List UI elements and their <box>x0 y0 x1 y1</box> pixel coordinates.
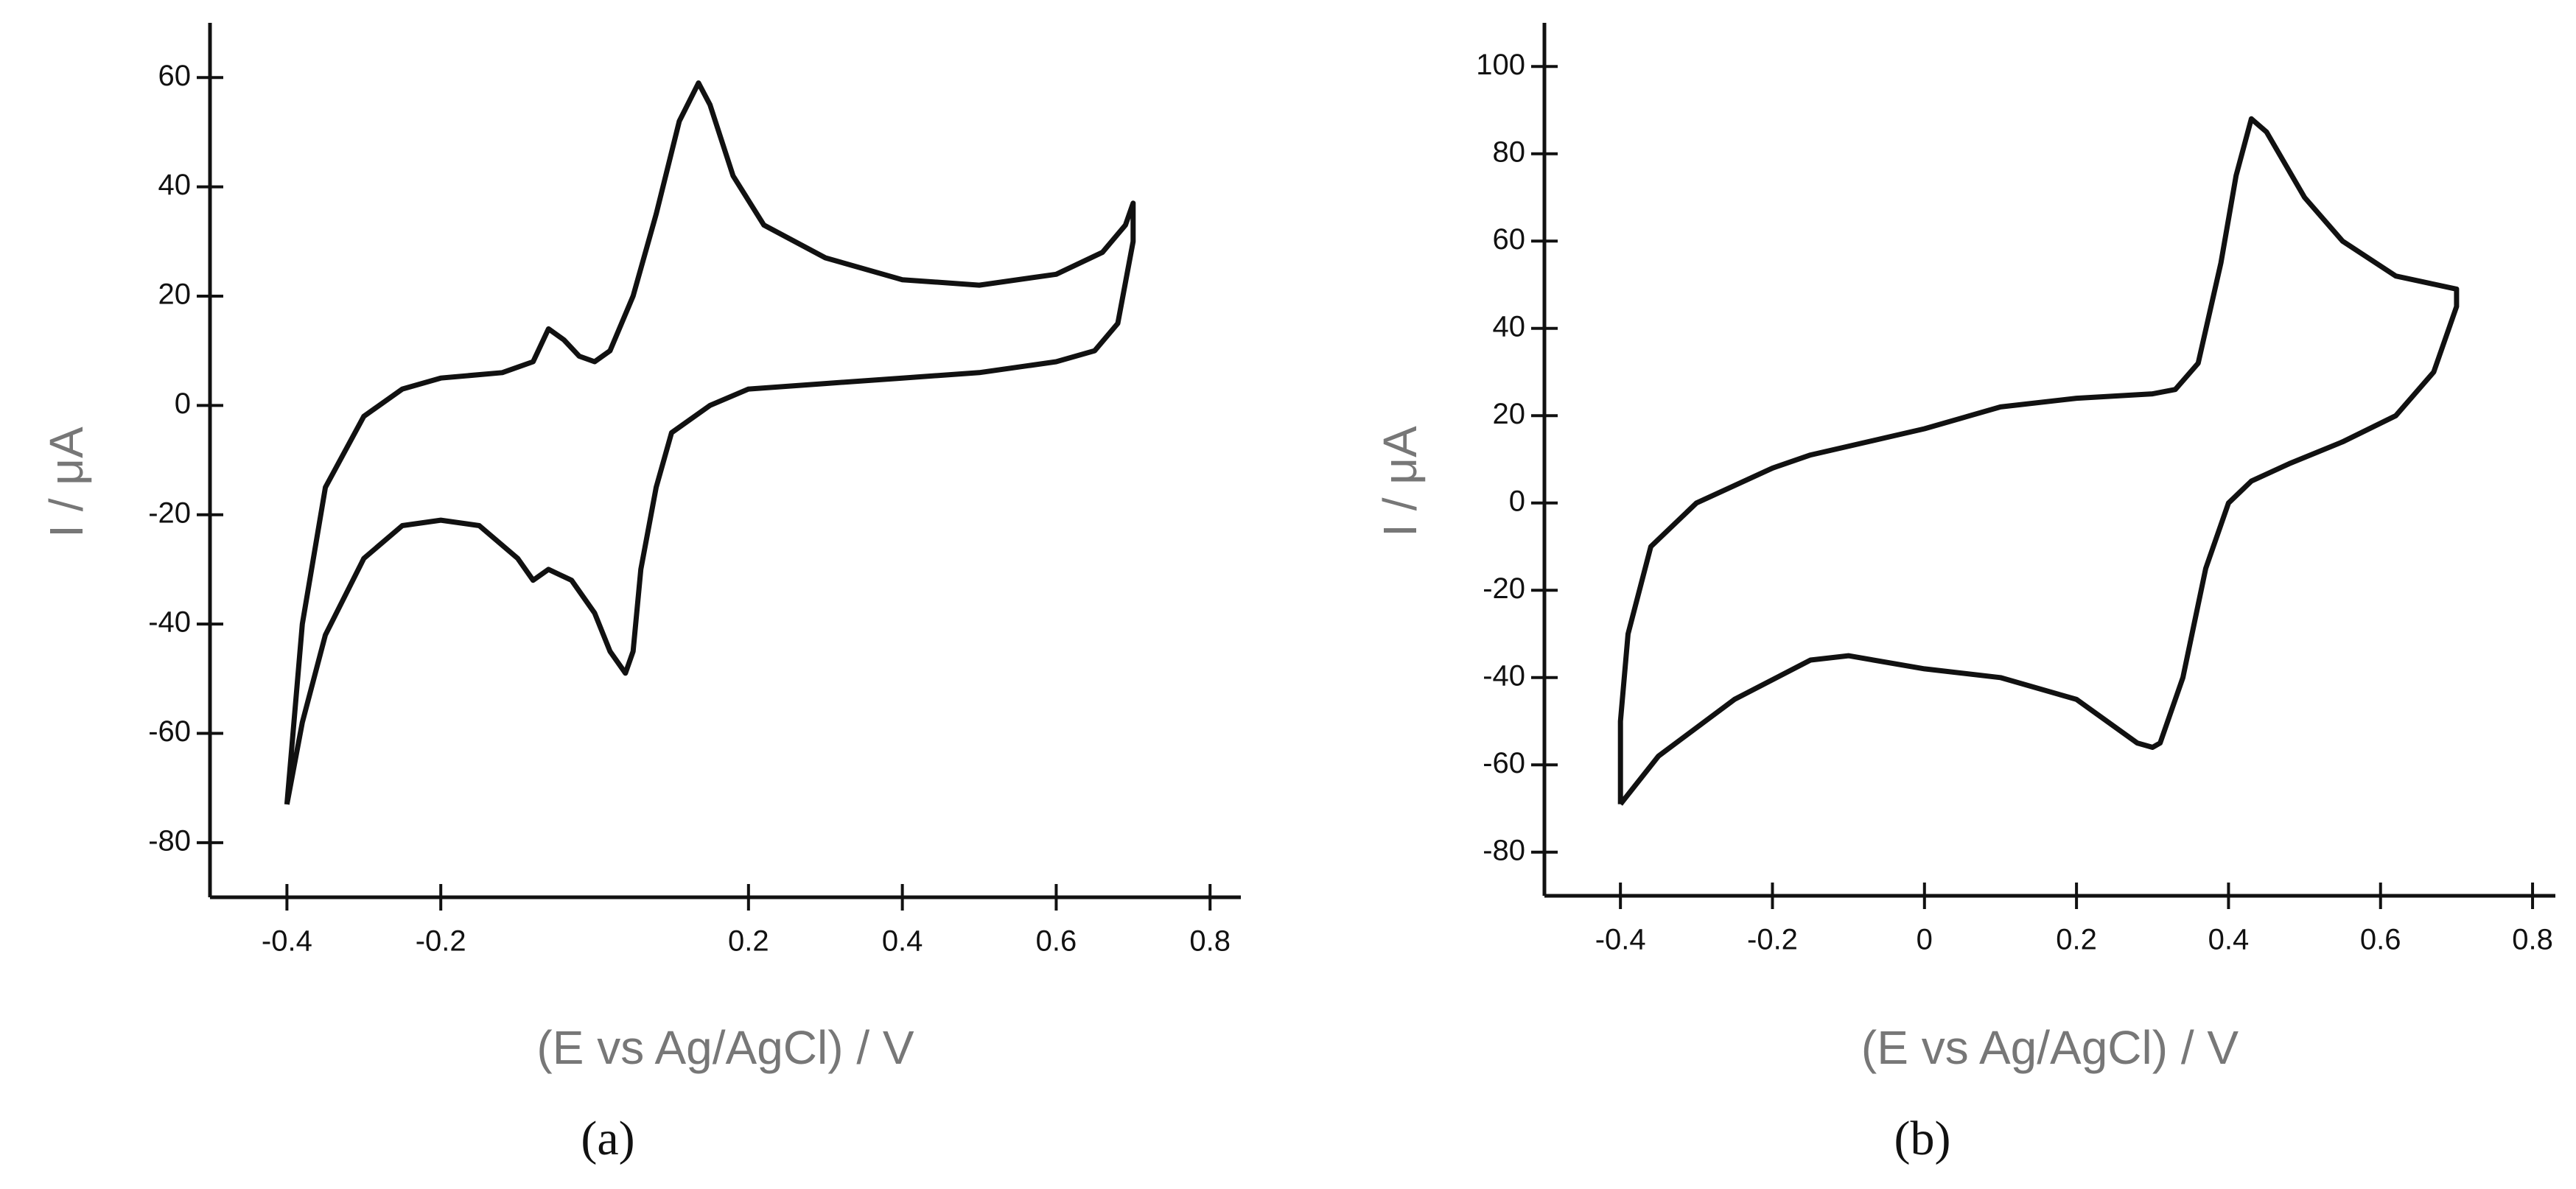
x-tick-label: 0.8 <box>1189 925 1231 958</box>
x-tick-label: 0.2 <box>728 925 769 958</box>
panel-label: (a) <box>581 1112 634 1165</box>
x-tick-label: -0.2 <box>416 925 466 958</box>
x-tick-label: 0 <box>1917 924 1933 956</box>
y-tick-label: -80 <box>1483 834 1525 866</box>
panel-label: (b) <box>1894 1112 1951 1165</box>
y-tick-label: -80 <box>148 824 191 857</box>
y-axis-label: I / μA <box>40 427 93 538</box>
x-tick-label: -0.4 <box>262 925 312 958</box>
y-tick-label: 100 <box>1476 49 1525 81</box>
y-tick-label: 40 <box>158 169 192 201</box>
x-axis-label: (E vs Ag/AgCl) / V <box>536 1021 914 1074</box>
y-tick-label: -40 <box>148 606 191 639</box>
cv-curve <box>284 80 1136 805</box>
x-tick-label: 0.2 <box>2056 924 2097 956</box>
y-tick-label: 0 <box>175 387 191 420</box>
y-tick-label: 0 <box>1509 485 1525 517</box>
x-tick-label: 0.6 <box>1036 925 1077 958</box>
x-tick-label: 0.8 <box>2512 924 2553 956</box>
x-axis-label: (E vs Ag/AgCl) / V <box>1861 1021 2239 1074</box>
y-tick-label: 40 <box>1493 310 1526 343</box>
x-tick-label: -0.2 <box>1747 924 1798 956</box>
y-tick-label: -60 <box>148 715 191 748</box>
y-tick-label: -20 <box>1483 572 1525 605</box>
y-tick-label: 20 <box>1493 398 1526 430</box>
x-tick-label: 0.6 <box>2360 924 2401 956</box>
x-tick-label: 0.4 <box>2208 924 2250 956</box>
y-tick-label: -60 <box>1483 747 1525 779</box>
y-tick-label: 20 <box>158 278 192 311</box>
y-tick-label: -20 <box>148 497 191 529</box>
y-tick-label: 60 <box>158 60 192 92</box>
y-axis-label: I / μA <box>1373 426 1427 537</box>
x-tick-label: -0.4 <box>1595 924 1646 956</box>
y-tick-label: 80 <box>1493 136 1526 168</box>
y-tick-label: 60 <box>1493 223 1526 256</box>
cv-curve <box>1617 116 2460 806</box>
x-tick-label: 0.4 <box>882 925 923 958</box>
y-tick-label: -40 <box>1483 659 1525 692</box>
